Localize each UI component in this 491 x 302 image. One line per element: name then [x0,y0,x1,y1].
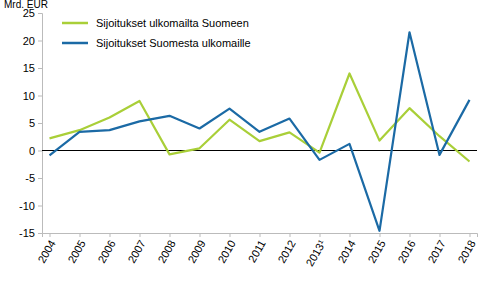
y-tick-label: -5 [25,172,35,184]
x-tick: 2007 [125,233,148,265]
x-tick-label: 2014 [335,238,358,265]
legend-swatch [62,42,88,45]
x-tick-mark [170,233,171,237]
y-tick-mark [38,96,42,97]
x-tick: 2005 [65,233,88,265]
y-tick-mark [38,68,42,69]
y-tick-label: 15 [23,62,35,74]
legend: Sijoitukset ulkomailta Suomeen Sijoitukse… [62,17,251,49]
x-axis: 2004 2005 2006 2007 2008 2009 2010 2011 20122013… [35,233,478,268]
y-tick-label: -10 [19,200,35,212]
x-tick: 2012 [275,233,298,265]
x-tick: 2004 [35,233,58,265]
y-tick: -5 [25,172,42,184]
y-tick: 15 [23,62,42,74]
x-tick-mark [260,233,261,237]
x-tick: 2013¹ [303,233,328,268]
x-tick-mark [380,233,381,237]
plot-area [50,32,470,231]
x-tick: 2014 [335,233,358,265]
x-axis-line [43,234,478,238]
x-tick-mark [80,233,81,237]
x-tick: 2016 [395,233,418,265]
legend-swatch [62,22,88,25]
y-axis-title: Mrd. EUR [4,0,48,10]
x-tick: 2017 [425,233,448,265]
x-tick-mark [50,233,51,237]
x-tick: 2010 [215,233,238,265]
y-tick-label: 0 [29,145,35,157]
y-tick-mark [38,41,42,42]
y-tick: -15 [19,227,42,239]
legend-label: Sijoitukset ulkomailta Suomeen [96,17,249,29]
series-line [50,74,470,162]
y-tick-mark [38,206,42,207]
chart: -15-10-505101520252004200520062007200820… [0,0,491,302]
y-tick-label: 10 [23,90,35,102]
x-tick: 2011 [246,233,268,264]
y-axis-line [38,14,43,234]
x-tick: 2008 [155,233,178,265]
x-tick-mark [140,233,141,237]
x-tick-label: 2018 [455,238,478,265]
x-tick-mark [320,233,321,237]
x-tick: 2009 [185,233,208,265]
x-tick-mark [410,233,411,237]
y-tick: 20 [23,35,42,47]
x-tick-mark [110,233,111,237]
x-tick-label: 2009 [185,238,208,265]
y-tick: 10 [23,90,42,102]
x-tick-label: 2006 [95,238,118,265]
y-tick: 5 [29,117,42,129]
x-tick-mark [290,233,291,237]
legend-item: Sijoitukset ulkomailta Suomeen [62,17,249,29]
legend-label: Sijoitukset Suomesta ulkomaille [96,37,251,49]
x-tick-label: 2015 [365,238,388,265]
x-tick-mark [470,233,471,237]
x-tick-mark [440,233,441,237]
x-tick-mark [350,233,351,237]
y-tick-label: -15 [19,227,35,239]
x-tick-label: 2008 [155,238,178,265]
y-tick-mark [38,123,42,124]
x-tick-label: 2004 [35,238,58,265]
x-tick-mark [200,233,201,237]
y-tick-label: 20 [23,35,35,47]
x-tick-label: 2017 [425,238,448,265]
x-tick: 2015 [365,233,388,265]
x-tick-label: 2016 [395,238,418,265]
y-tick-mark [38,151,42,152]
legend-item: Sijoitukset Suomesta ulkomaille [62,37,251,49]
x-tick: 2018 [455,233,478,265]
x-tick-label: 2010 [215,238,238,265]
x-tick-label: 2012 [275,238,298,265]
y-tick-mark [38,178,42,179]
zero-line [42,150,477,151]
x-tick-label: 2011 [246,238,268,264]
x-tick-label: 2013¹ [303,238,328,269]
y-axis: -15-10-50510152025 [19,7,42,239]
series-line [50,32,470,231]
y-tick-mark [38,13,42,14]
y-tick: 0 [29,145,42,157]
x-tick-label: 2005 [65,238,88,265]
y-tick-mark [38,233,42,234]
x-tick-mark [230,233,231,237]
y-tick-label: 5 [29,117,35,129]
x-tick-label: 2007 [125,238,148,265]
x-tick: 2006 [95,233,118,265]
y-tick: -10 [19,200,42,212]
